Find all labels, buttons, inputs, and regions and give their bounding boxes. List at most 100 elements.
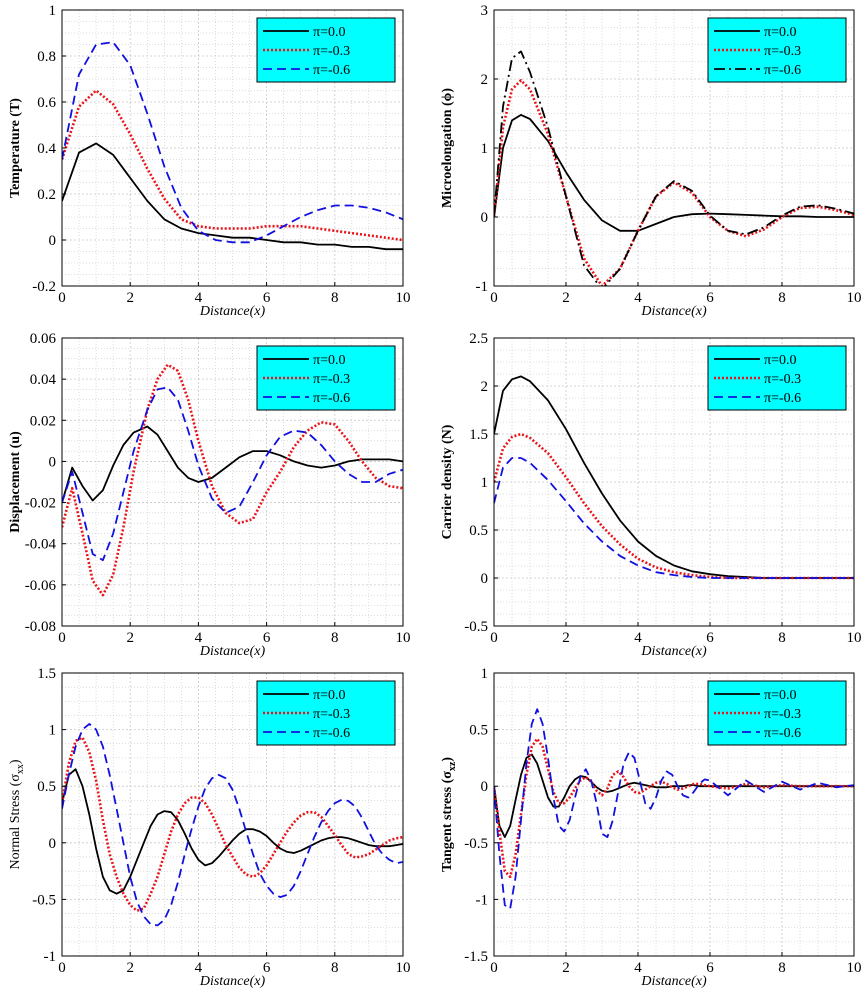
legend-label: π=0.0 [764, 353, 796, 368]
legend-label: π=-0.3 [764, 707, 801, 722]
y-tick-label: 0.5 [37, 779, 56, 795]
y-tick-label: 2 [481, 72, 489, 88]
x-tick-label: 6 [263, 960, 271, 976]
panel-microelongation: 0 2 4 6 8 10-10123Distance(x)Microelongation … [440, 3, 862, 319]
y-tick-label: -0.5 [464, 619, 488, 635]
y-tick-label: -0.06 [25, 578, 57, 594]
legend-label: π=0.0 [313, 353, 345, 368]
y-tick-label: 1.5 [469, 427, 488, 443]
x-tick-label: 6 [706, 290, 714, 306]
x-tick-label: 4 [634, 630, 642, 646]
x-tick-label: 2 [562, 630, 570, 646]
x-tick-label: 8 [778, 630, 786, 646]
y-axis-label: Displacement (u) [8, 431, 23, 533]
series-line-2 [494, 79, 854, 286]
x-tick-label: 0 [58, 290, 66, 306]
x-tick-label: 10 [396, 290, 411, 306]
series-group [494, 50, 854, 286]
x-axis-label: Distance(x) [199, 304, 266, 319]
y-tick-label: 0 [481, 571, 489, 587]
legend: π=0.0 π=-0.3 π=-0.6 [707, 680, 847, 746]
y-axis-label: Tangent stress (σxz) [440, 757, 458, 872]
y-axis-label: Temperature (T) [8, 98, 23, 198]
panel-displacement: 0 2 4 6 8 10 -0.08 -0.06 -0.04 -0.02 0 0.02 0.04 0.06… [8, 331, 411, 659]
series-line-1 [62, 425, 403, 503]
axes-frame [61, 337, 404, 627]
y-tick-label: -1 [44, 949, 57, 965]
x-tick-label: 10 [847, 960, 862, 976]
legend-label: π=0.0 [764, 688, 796, 703]
y-tick-label: -1 [476, 279, 489, 295]
y-tick-label: 0 [481, 210, 489, 226]
panel-temperature: 0 2 4 6 8 10-0.200.20.40.60.81Distance(x)Temp… [8, 3, 411, 319]
x-tick-label: 2 [562, 290, 570, 306]
y-tick-label: 1 [481, 666, 489, 682]
panel-tangent-stress: 0 2 4 6 8 10 -1.5 -1 -0.5 0 0.5 1 Distance(x) Tangent… [440, 666, 862, 989]
x-tick-label: 2 [126, 290, 134, 306]
series-line-3 [494, 457, 854, 579]
y-tick-label: 0 [49, 233, 57, 249]
y-tick-label: -1 [476, 892, 489, 908]
legend-label: π=-0.3 [313, 44, 350, 59]
x-tick-label: 8 [778, 960, 786, 976]
x-axis-label: Distance(x) [199, 974, 266, 989]
legend-label: π=-0.6 [313, 63, 350, 78]
panel-normal-stress: 0 2 4 6 8 10 -1 -0.5 0 0.5 1 1.5 Distance(x) Normal S… [8, 666, 411, 989]
x-tick-label: 8 [778, 290, 786, 306]
y-tick-label: 0 [481, 779, 489, 795]
x-tick-label: 0 [58, 630, 66, 646]
x-tick-label: 10 [396, 630, 411, 646]
panel-carrier-density: 0 2 4 6 8 10-0.500.511.522.5Distance(x)Carrie… [440, 331, 862, 659]
y-tick-label: -0.5 [32, 892, 56, 908]
series-line-3 [62, 386, 403, 562]
y-tick-label: -0.08 [25, 619, 56, 635]
legend-label: π=0.0 [313, 688, 345, 703]
x-axis-label: Distance(x) [199, 644, 266, 659]
y-tick-label: -0.04 [25, 537, 57, 553]
x-axis-label: Distance(x) [640, 304, 707, 319]
y-tick-label: -0.02 [25, 496, 56, 512]
legend-label: π=0.0 [764, 25, 796, 40]
minor-grid [494, 673, 854, 956]
x-tick-label: 6 [263, 290, 271, 306]
y-tick-label: 0.2 [37, 187, 56, 203]
series-line-1 [494, 753, 854, 838]
y-tick-label: 1 [49, 3, 57, 19]
series-line-2 [494, 737, 854, 879]
x-tick-label: 4 [634, 960, 642, 976]
x-tick-label: 4 [195, 960, 203, 976]
legend: π=0.0 π=-0.3 π=-0.6 [256, 680, 396, 746]
y-tick-label: 0.5 [469, 723, 488, 739]
legend: π=0.0 π=-0.3 π=-0.6 [707, 17, 847, 83]
legend-label: π=-0.3 [313, 707, 350, 722]
axes-frame [493, 672, 855, 957]
legend-label: π=-0.3 [764, 44, 801, 59]
legend-label: π=-0.6 [764, 726, 801, 741]
x-tick-label: 0 [490, 630, 498, 646]
y-tick-label: 2.5 [469, 331, 488, 347]
x-tick-label: 8 [331, 290, 339, 306]
x-axis-label: Distance(x) [640, 644, 707, 659]
x-tick-label: 2 [126, 960, 134, 976]
y-tick-label: 1 [49, 723, 57, 739]
series-group [62, 723, 403, 927]
series-group [494, 375, 854, 580]
x-tick-label: 8 [331, 960, 339, 976]
x-tick-label: 0 [58, 960, 66, 976]
legend: π=0.0 π=-0.3 π=-0.6 [256, 345, 396, 411]
y-tick-label: 0.4 [37, 141, 56, 157]
y-tick-label: 0.5 [469, 523, 488, 539]
y-axis-label: Carrier density (N) [440, 424, 455, 539]
legend-label: π=-0.6 [764, 63, 801, 78]
y-tick-label: 0.06 [30, 331, 57, 347]
legend: π=0.0 π=-0.3 π=-0.6 [707, 345, 847, 411]
x-tick-label: 10 [847, 290, 862, 306]
y-tick-label: -0.5 [464, 836, 488, 852]
series-line-3 [494, 50, 854, 286]
legend-label: π=-0.3 [764, 372, 801, 387]
series-line-3 [62, 723, 403, 927]
y-axis-label: Microelongation (ϕ) [440, 88, 455, 208]
x-tick-label: 0 [490, 290, 498, 306]
x-tick-label: 10 [847, 630, 862, 646]
